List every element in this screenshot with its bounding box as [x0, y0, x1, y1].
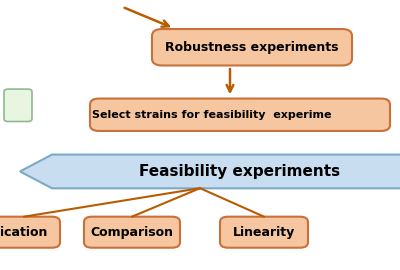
- Text: Select strains for feasibility  experime: Select strains for feasibility experime: [92, 110, 332, 120]
- Text: Robustness experiments: Robustness experiments: [165, 41, 339, 54]
- Text: Comparison: Comparison: [90, 226, 174, 239]
- Text: Feasibility experiments: Feasibility experiments: [140, 164, 340, 179]
- FancyBboxPatch shape: [90, 99, 390, 131]
- FancyBboxPatch shape: [84, 217, 180, 248]
- FancyBboxPatch shape: [152, 29, 352, 66]
- FancyBboxPatch shape: [220, 217, 308, 248]
- Text: ication: ication: [0, 226, 48, 239]
- FancyBboxPatch shape: [0, 217, 60, 248]
- Polygon shape: [20, 154, 400, 188]
- Text: Linearity: Linearity: [233, 226, 295, 239]
- FancyBboxPatch shape: [4, 89, 32, 122]
